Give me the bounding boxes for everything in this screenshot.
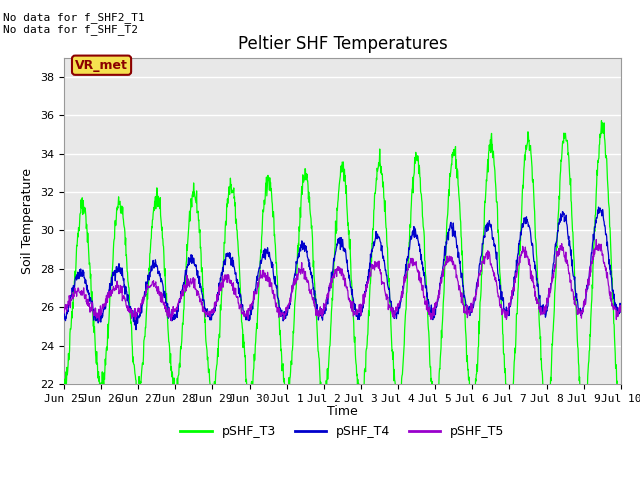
Y-axis label: Soil Temperature: Soil Temperature xyxy=(22,168,35,274)
Text: VR_met: VR_met xyxy=(75,59,128,72)
Legend: pSHF_T3, pSHF_T4, pSHF_T5: pSHF_T3, pSHF_T4, pSHF_T5 xyxy=(175,420,509,443)
Text: No data for f_SHF2_T1: No data for f_SHF2_T1 xyxy=(3,12,145,23)
X-axis label: Time: Time xyxy=(327,405,358,418)
Text: No data for f_SHF_T2: No data for f_SHF_T2 xyxy=(3,24,138,35)
Title: Peltier SHF Temperatures: Peltier SHF Temperatures xyxy=(237,35,447,53)
